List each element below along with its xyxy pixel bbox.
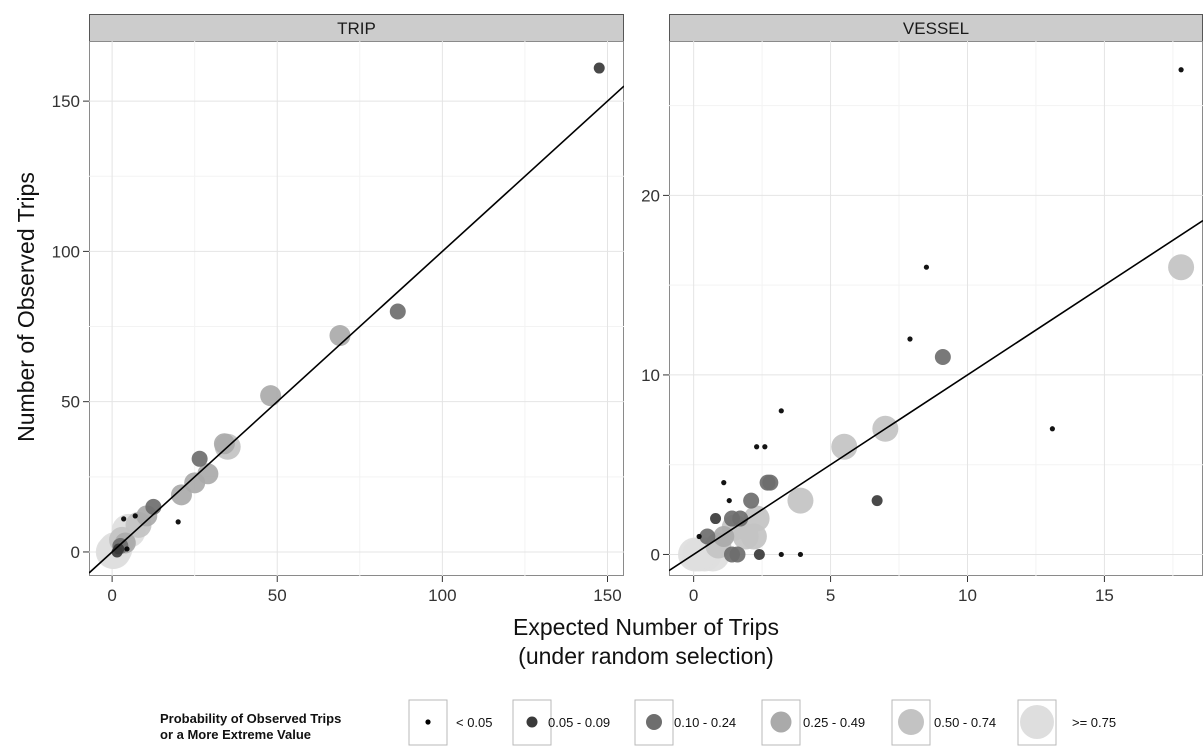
data-point: [729, 546, 746, 563]
data-point: [593, 62, 605, 74]
legend-key: [408, 699, 448, 746]
legend-key-symbol: [1020, 705, 1054, 739]
legend-key-symbol: [770, 711, 792, 733]
data-point: [871, 495, 883, 507]
x-tick-label: 15: [1095, 586, 1114, 605]
panel-vessel: VESSEL 0 5 10 15 0 10 20: [641, 14, 1203, 605]
legend-label: 0.50 - 0.74: [934, 715, 996, 730]
data-point: [170, 484, 192, 506]
data-point: [121, 516, 127, 522]
data-point: [726, 497, 732, 504]
panel-title: TRIP: [337, 19, 376, 38]
legend-label: 0.10 - 0.24: [674, 715, 736, 730]
legend: Probability of Observed Trips or a More …: [160, 699, 1116, 746]
data-point: [907, 336, 913, 342]
data-point: [787, 487, 814, 514]
y-tick-label: 150: [52, 92, 80, 111]
legend-title-line1: Probability of Observed Trips: [160, 711, 341, 726]
x-tick-label: 0: [107, 586, 116, 605]
x-axis-title-line2: (under random selection): [518, 643, 774, 669]
data-point: [1168, 254, 1195, 281]
data-point: [762, 444, 768, 450]
data-point: [1049, 426, 1055, 432]
y-tick-label: 50: [61, 393, 80, 412]
legend-key-symbol: [898, 709, 924, 735]
legend-key-symbol: [646, 714, 662, 730]
legend-label: 0.25 - 0.49: [803, 715, 865, 730]
data-point: [778, 408, 784, 414]
data-point: [934, 348, 951, 365]
data-point: [145, 498, 162, 515]
data-point: [132, 513, 138, 519]
legend-key-symbol: [526, 716, 538, 728]
x-tick-label: 50: [268, 586, 287, 605]
data-point: [797, 551, 804, 558]
y-tick-label: 0: [651, 545, 660, 564]
data-point: [753, 548, 765, 560]
data-point: [699, 528, 716, 545]
data-point: [124, 546, 130, 552]
panel-title: VESSEL: [903, 19, 969, 38]
x-tick-label: 0: [689, 586, 698, 605]
panel-strip: [669, 14, 1203, 42]
data-point: [213, 433, 235, 455]
x-tick-label: 5: [826, 586, 835, 605]
panel-strip: [89, 14, 624, 42]
x-tick-label: 10: [958, 586, 977, 605]
data-point: [743, 492, 760, 509]
data-point: [732, 510, 749, 527]
y-tick-label: 20: [641, 186, 660, 205]
legend-label: >= 0.75: [1072, 715, 1116, 730]
panel-trip: TRIP 0 50 100 150 0 50 100 150: [52, 14, 624, 605]
y-tick-label: 10: [641, 366, 660, 385]
data-point: [762, 474, 779, 491]
legend-key: [634, 699, 674, 746]
data-point: [1178, 67, 1184, 73]
data-point: [175, 519, 181, 525]
y-tick-label: 100: [52, 242, 80, 261]
legend-label: 0.05 - 0.09: [548, 715, 610, 730]
legend-title-line2: or a More Extreme Value: [160, 727, 311, 742]
y-axis-title: Number of Observed Trips: [13, 172, 39, 442]
data-point: [721, 480, 727, 486]
legend-label: < 0.05: [456, 715, 493, 730]
x-tick-label: 100: [428, 586, 456, 605]
data-point: [191, 450, 208, 467]
data-point: [329, 325, 351, 347]
data-point: [710, 513, 722, 525]
data-point: [696, 533, 702, 540]
data-point: [923, 264, 930, 270]
reference-line: [669, 219, 1203, 572]
reference-line: [89, 85, 624, 574]
data-point: [778, 551, 784, 558]
panel-background: [89, 41, 624, 576]
data-point: [754, 444, 760, 450]
legend-key-symbol: [425, 719, 431, 725]
data-point: [260, 385, 282, 407]
x-tick-label: 150: [593, 586, 621, 605]
panel-background: [669, 41, 1203, 576]
data-point: [389, 303, 406, 320]
data-point: [831, 433, 858, 460]
x-axis-title-line1: Expected Number of Trips: [513, 614, 779, 640]
y-tick-label: 0: [71, 543, 80, 562]
